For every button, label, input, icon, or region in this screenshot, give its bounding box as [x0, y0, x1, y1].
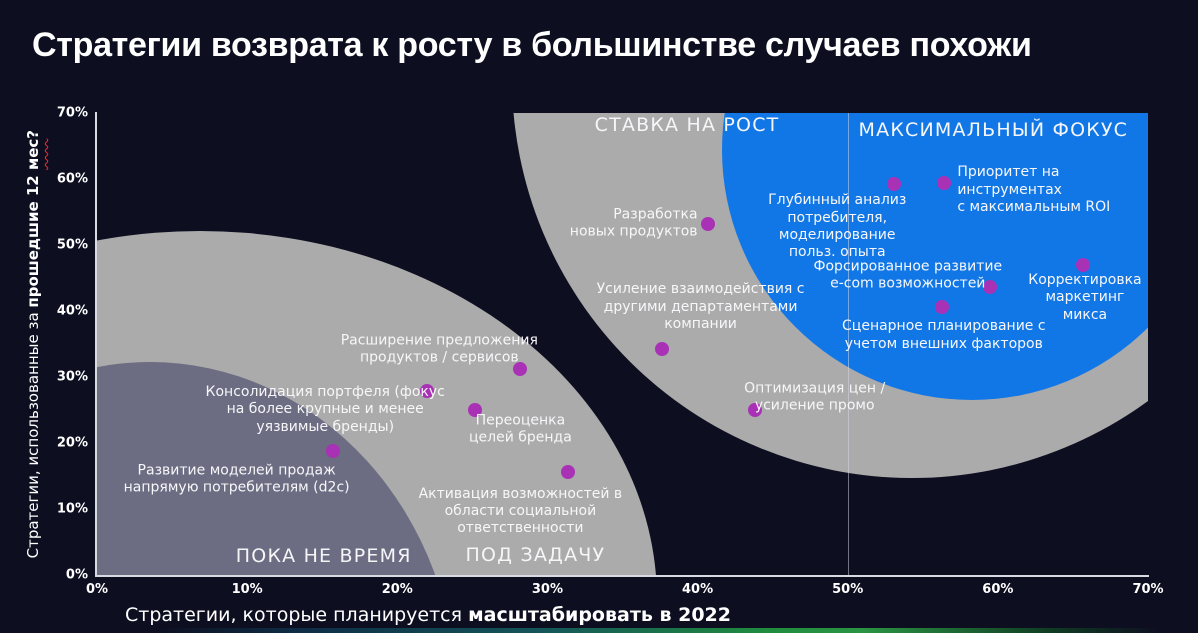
data-point-label: Приоритет на инструментах с максимальным… [957, 164, 1111, 215]
x-axis-label-bold: масштабировать в 2022 [468, 604, 731, 626]
y-tick-label: 40% [56, 303, 88, 319]
data-point-label: Разработка новых продуктов [569, 206, 698, 240]
page-title: Стратегии возврата к росту в большинстве… [32, 26, 1032, 64]
y-tick-label: 60% [56, 171, 88, 187]
x-tick-label: 60% [982, 582, 1014, 597]
data-point-label: Форсированное развитие e-com возможносте… [813, 258, 1003, 293]
x-axis-label: Стратегии, которые планируется масштабир… [125, 604, 731, 626]
data-point-dot [701, 216, 716, 231]
region-label-maximum-focus: МАКСИМАЛЬНЫЙ ФОКУС [858, 119, 1129, 142]
y-axis-label-spellcheck-word: мес [24, 138, 42, 170]
y-tick-label: 0% [65, 567, 88, 583]
data-point-label: Сценарное планирование с учетом внешних … [842, 318, 1046, 352]
data-point-label: Корректировка маркетинг микса [1028, 271, 1142, 323]
data-point-dot [747, 403, 762, 417]
y-tick-label: 70% [56, 105, 88, 121]
region-label-not-now: ПОКА НЕ ВРЕМЯ [235, 544, 412, 567]
data-point-label: Оптимизация цен / усиление промо [744, 380, 886, 415]
data-point-label: Глубинный анализ потребителя, моделирова… [768, 192, 907, 261]
data-point-dot [468, 403, 483, 417]
data-point-label: Развитие моделей продаж напрямую потреби… [123, 462, 350, 496]
x-tick-label: 30% [531, 582, 563, 597]
x-axis-ticks: 0% 10% 20% 30% 40% 50% 60% 70% [86, 582, 1164, 602]
y-tick-label: 50% [56, 237, 88, 253]
data-point-dot [983, 280, 998, 295]
data-point-dot [325, 443, 340, 458]
data-point-label: Усиление взаимодействия с другими департ… [596, 281, 805, 333]
data-point-dot [1076, 257, 1091, 272]
data-point-dot [513, 362, 528, 377]
y-axis-label-normal: Стратегии, использованные за [24, 307, 42, 559]
y-axis-line [95, 112, 97, 576]
data-point-dot [654, 342, 669, 357]
data-point-dot [420, 383, 435, 398]
bottom-accent-bar [0, 628, 1198, 633]
data-point-dot [935, 300, 950, 315]
x-tick-label: 40% [682, 582, 714, 597]
data-point-label: Расширение предложения продуктов / серви… [340, 332, 538, 366]
data-point-label: Активация возможностей в области социаль… [418, 485, 623, 537]
y-axis-label-question-mark: ? [24, 129, 42, 139]
y-tick-label: 10% [56, 501, 88, 517]
annotation-layer: СТАВКА НА РОСТ МАКСИМАЛЬНЫЙ ФОКУС ПОКА НЕ … [97, 113, 1148, 575]
y-axis-label: Стратегии, использованные за прошедшие 1… [16, 113, 50, 575]
y-axis-ticks: 0% 10% 20% 30% 40% 50% 60% 70% [0, 106, 88, 583]
plot-area [97, 113, 1148, 575]
x-tick-label: 70% [1132, 582, 1164, 597]
region-label-bet-on-growth: СТАВКА НА РОСТ [594, 113, 780, 136]
x-tick-label: 50% [832, 582, 864, 597]
x-axis-label-normal: Стратегии, которые планируется [125, 604, 469, 626]
reference-line-50pct [847, 113, 850, 575]
data-point-label: Консолидация портфеля (фокус на более кр… [205, 383, 445, 435]
y-tick-label: 30% [56, 369, 88, 385]
y-axis-label-bold: прошедшие 12 [24, 169, 42, 308]
data-point-dot [936, 175, 951, 190]
y-tick-label: 20% [56, 435, 88, 451]
x-tick-label: 20% [381, 582, 413, 597]
data-point-label: Переоценка целей бренда [468, 412, 572, 446]
x-tick-label: 0% [85, 582, 109, 597]
data-point-dot [561, 465, 576, 480]
data-point-dot [887, 177, 902, 192]
x-axis-line [95, 575, 1149, 577]
region-label-for-the-task: ПОД ЗАДАЧУ [465, 544, 606, 567]
x-tick-label: 10% [231, 582, 263, 597]
